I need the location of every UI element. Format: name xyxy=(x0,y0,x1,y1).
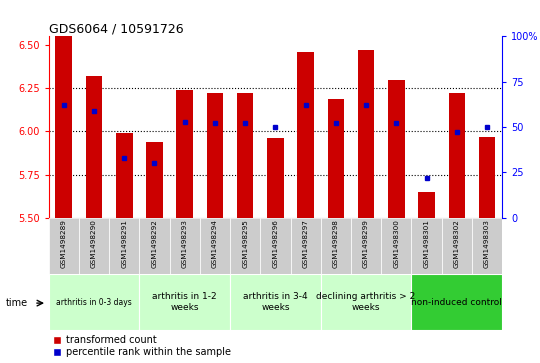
Text: GSM1498289: GSM1498289 xyxy=(60,220,67,268)
Bar xyxy=(267,138,284,218)
Bar xyxy=(79,218,109,274)
Bar xyxy=(177,90,193,218)
Text: GSM1498290: GSM1498290 xyxy=(91,220,97,268)
Text: GSM1498296: GSM1498296 xyxy=(272,220,279,268)
Bar xyxy=(146,142,163,218)
Bar xyxy=(207,93,223,218)
Text: GSM1498293: GSM1498293 xyxy=(181,220,188,268)
Bar xyxy=(116,133,132,218)
Text: GSM1498291: GSM1498291 xyxy=(121,220,127,268)
Bar xyxy=(472,218,502,274)
Bar xyxy=(237,93,253,218)
Text: non-induced control: non-induced control xyxy=(411,298,502,307)
Bar xyxy=(411,218,442,274)
Text: GDS6064 / 10591726: GDS6064 / 10591726 xyxy=(49,22,183,35)
Text: GSM1498303: GSM1498303 xyxy=(484,220,490,268)
Bar xyxy=(388,79,404,218)
Legend: transformed count, percentile rank within the sample: transformed count, percentile rank withi… xyxy=(53,335,231,357)
Bar xyxy=(170,218,200,274)
Text: GSM1498300: GSM1498300 xyxy=(393,220,400,268)
Bar xyxy=(449,93,465,218)
Bar xyxy=(56,14,72,218)
Bar xyxy=(442,218,472,274)
Text: GSM1498297: GSM1498297 xyxy=(302,220,309,268)
Text: GSM1498302: GSM1498302 xyxy=(454,220,460,268)
Bar xyxy=(321,274,411,330)
Text: declining arthritis > 2
weeks: declining arthritis > 2 weeks xyxy=(316,293,416,312)
Bar xyxy=(49,274,139,330)
Bar xyxy=(418,192,435,218)
Bar xyxy=(200,218,230,274)
Text: GSM1498299: GSM1498299 xyxy=(363,220,369,268)
Bar xyxy=(139,274,230,330)
Bar xyxy=(230,218,260,274)
Bar xyxy=(139,218,170,274)
Bar xyxy=(351,218,381,274)
Bar xyxy=(479,136,495,218)
Text: GSM1498298: GSM1498298 xyxy=(333,220,339,268)
Text: arthritis in 0-3 days: arthritis in 0-3 days xyxy=(56,298,132,307)
Bar xyxy=(321,218,351,274)
Bar xyxy=(230,274,321,330)
Bar xyxy=(49,218,79,274)
Bar xyxy=(86,76,102,218)
Bar xyxy=(260,218,291,274)
Text: GSM1498292: GSM1498292 xyxy=(151,220,158,268)
Text: time: time xyxy=(5,298,28,308)
Bar xyxy=(411,274,502,330)
Text: arthritis in 3-4
weeks: arthritis in 3-4 weeks xyxy=(243,293,308,312)
Bar xyxy=(298,52,314,218)
Bar xyxy=(328,98,344,218)
Text: GSM1498301: GSM1498301 xyxy=(423,220,430,268)
Text: GSM1498295: GSM1498295 xyxy=(242,220,248,268)
Bar xyxy=(381,218,411,274)
Text: GSM1498294: GSM1498294 xyxy=(212,220,218,268)
Bar xyxy=(109,218,139,274)
Bar xyxy=(358,50,374,218)
Text: arthritis in 1-2
weeks: arthritis in 1-2 weeks xyxy=(152,293,217,312)
Bar xyxy=(291,218,321,274)
